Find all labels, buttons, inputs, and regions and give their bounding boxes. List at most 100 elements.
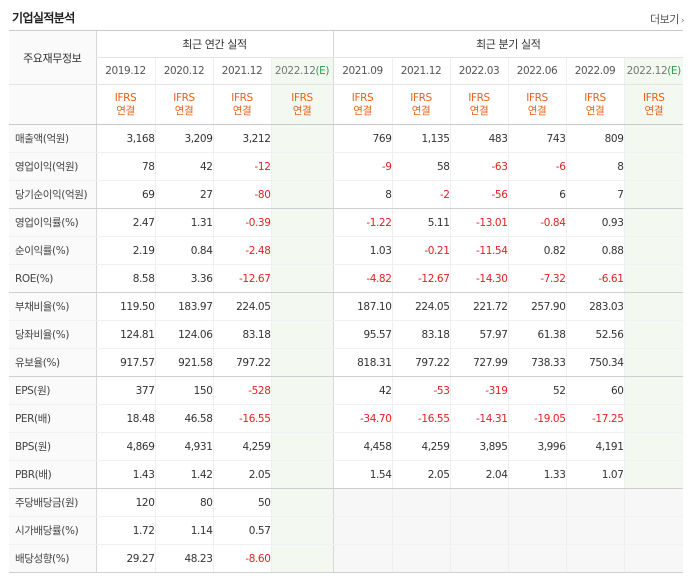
table-row: 배당성향(%) 29.27 48.23 -8.60 [9,544,683,573]
ifrs-sublabel: 연결 [527,104,547,117]
value-cell [623,376,683,405]
chevron-right-icon: › [680,16,685,26]
row-label: EPS(원) [9,376,96,405]
table-row: BPS(원) 4,869 4,931 4,259 4,458 4,259 3,895 3,99… [9,432,683,461]
row-label: 영업이익률(%) [9,208,96,237]
ifrs-label: IFRS [526,91,548,104]
period-label: 2022.03 [458,65,500,77]
value-cell: 6 [507,180,566,209]
period-label: 2022.12(E) [274,65,330,77]
value-cell: 1.72 [95,516,155,545]
value-cell: 4,869 [95,432,155,461]
ifrs-badge: IFRS 연결 [565,84,624,125]
value-cell: 183.97 [154,292,213,321]
value-cell: -17.25 [565,404,624,433]
financial-table: 주요재무정보 최근 연간 실적 최근 분기 실적 2019.12 2020.12 2… [9,30,683,573]
value-cell: 83.18 [212,320,271,349]
empty-cell [449,488,508,517]
value-cell: 8 [332,180,392,209]
value-cell: 95.57 [332,320,392,349]
row-label: PBR(배) [9,460,96,489]
ifrs-label: IFRS [291,91,313,104]
value-cell: 743 [507,124,566,153]
value-cell: 809 [565,124,624,153]
value-cell: 50 [212,488,271,517]
row-label: 당기순이익(억원) [9,180,96,209]
value-cell: 8.58 [95,264,155,293]
value-cell: 58 [391,152,450,181]
table-row: 시가배당률(%) 1.72 1.14 0.57 [9,516,683,545]
value-cell [270,208,333,237]
value-cell: 1.43 [95,460,155,489]
value-cell [623,460,683,489]
value-cell: 150 [154,376,213,405]
value-cell: 2.05 [391,460,450,489]
period-header: 2022.09 [565,57,624,85]
value-cell: -11.54 [449,236,508,265]
value-cell: 257.90 [507,292,566,321]
empty-cell [391,488,450,517]
row-label: 시가배당률(%) [9,516,96,545]
value-cell: -63 [449,152,508,181]
value-cell [270,236,333,265]
value-cell [623,348,683,377]
value-cell: 46.58 [154,404,213,433]
period-text: 2022.12 [274,65,316,77]
row-label: 유보율(%) [9,348,96,377]
value-cell: 187.10 [332,292,392,321]
empty-cell [449,544,508,573]
period-label: 2022.06 [516,65,558,77]
empty-cell [623,488,683,517]
table-row: 당기순이익(억원) 69 27 -80 8 -2 -56 6 7 [9,180,683,209]
period-header: 2020.12 [154,57,213,85]
value-cell: -6 [507,152,566,181]
table-row: PER(배) 18.48 46.58 -16.55 -34.70 -16.55 -14.31… [9,404,683,433]
value-cell: 4,259 [391,432,450,461]
value-cell: 78 [95,152,155,181]
row-label: PER(배) [9,404,96,433]
table-row: 영업이익률(%) 2.47 1.31 -0.39 -1.22 5.11 -13.01 -0.8… [9,208,683,237]
value-cell [270,152,333,181]
value-cell [270,348,333,377]
value-cell: 120 [95,488,155,517]
value-cell: 224.05 [212,292,271,321]
row-header: 주요재무정보 [9,30,96,85]
table-row: EPS(원) 377 150 -528 42 -53 -319 52 60 [9,376,683,405]
row-label: 순이익률(%) [9,236,96,265]
value-cell: 224.05 [391,292,450,321]
value-cell: 2.04 [449,460,508,489]
value-cell: 3,168 [95,124,155,153]
value-cell: 27 [154,180,213,209]
value-cell: -0.84 [507,208,566,237]
empty-cell [623,516,683,545]
value-cell: -7.32 [507,264,566,293]
more-link[interactable]: 더보기 › [650,11,685,27]
value-cell [623,208,683,237]
value-cell: 921.58 [154,348,213,377]
value-cell: 124.81 [95,320,155,349]
value-cell: 2.47 [95,208,155,237]
value-cell: 797.22 [391,348,450,377]
row-label: BPS(원) [9,432,96,461]
value-cell [270,432,333,461]
value-cell: -12.67 [212,264,271,293]
value-cell: 0.88 [565,236,624,265]
value-cell [270,460,333,489]
empty-cell [449,516,508,545]
empty-cell [391,516,450,545]
row-label: 당좌비율(%) [9,320,96,349]
value-cell: 0.57 [212,516,271,545]
ifrs-label: IFRS [231,91,253,104]
value-cell: 8 [565,152,624,181]
table-row: ROE(%) 8.58 3.36 -12.67 -4.82 -12.67 -14.30 -7.… [9,264,683,293]
value-cell: 483 [449,124,508,153]
value-cell: 42 [332,376,392,405]
row-header-spacer [9,84,96,125]
value-cell: 1.54 [332,460,392,489]
value-cell [623,124,683,153]
value-cell [623,292,683,321]
value-cell: 18.48 [95,404,155,433]
value-cell [623,404,683,433]
value-cell: 52.56 [565,320,624,349]
row-label: 영업이익(억원) [9,152,96,181]
